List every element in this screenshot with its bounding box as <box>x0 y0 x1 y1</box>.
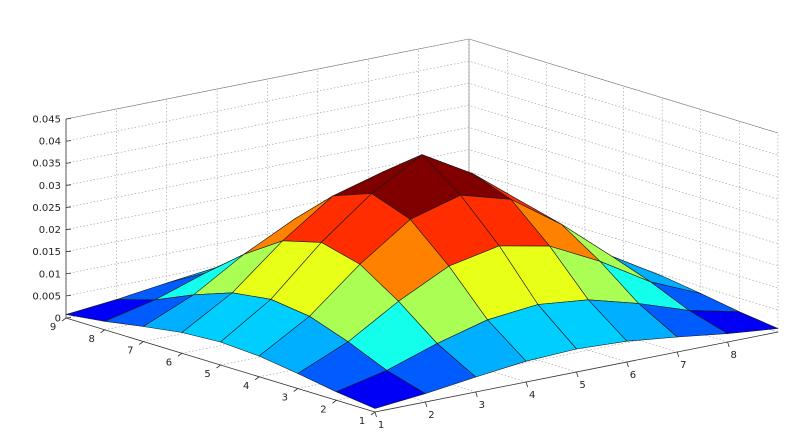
z-tick-label: 0.02 <box>39 225 61 236</box>
y-tick-mark <box>293 388 298 392</box>
axis-layer <box>61 38 779 418</box>
y-tick-mark <box>61 317 67 322</box>
z-tick-label: 0.01 <box>39 269 61 280</box>
x-tick-label: 3 <box>479 400 485 411</box>
x-tick-label: 4 <box>529 390 535 401</box>
y-tick-mark <box>100 329 105 334</box>
z-tick-mark <box>65 317 72 319</box>
z-tick-label: 0.04 <box>39 137 61 148</box>
z-tick-mark <box>65 250 72 253</box>
x-tick-label: 5 <box>579 380 585 391</box>
z-tick-label: 0.045 <box>32 115 61 126</box>
z-tick-mark <box>65 140 72 142</box>
y-tick-mark <box>370 411 376 416</box>
y-tick-mark <box>332 399 337 404</box>
z-tick-label: 0.015 <box>32 247 61 258</box>
x-tick-mark <box>676 351 680 358</box>
x-tick-mark <box>626 361 629 368</box>
z-tick-mark <box>65 228 72 230</box>
z-tick-mark <box>65 118 72 120</box>
z-tick-mark <box>65 184 72 186</box>
x-tick-label: 1 <box>378 420 384 431</box>
z-tick-mark <box>65 272 72 275</box>
z-tick-mark <box>65 206 72 208</box>
x-tick-mark <box>525 381 529 388</box>
x-tick-mark <box>727 341 730 348</box>
x-tick-mark <box>374 411 377 418</box>
surface-face <box>336 370 426 409</box>
tick-label-layer: 0 0.005 0.01 0.015 0.02 0.025 0.03 0.035 0.04 0.0… <box>32 115 736 432</box>
x-tick-label: 6 <box>630 370 636 381</box>
y-tick-label: 6 <box>166 357 172 368</box>
y-tick-mark <box>216 364 221 369</box>
x-tick-label: 7 <box>680 360 686 371</box>
y-tick-mark <box>177 352 183 357</box>
z-tick-label: 0.025 <box>32 203 61 214</box>
x-tick-mark <box>475 391 478 398</box>
z-tick-label: 0 <box>55 314 61 325</box>
x-tick-label: 2 <box>428 410 434 421</box>
y-tick-mark <box>139 341 144 345</box>
z-tick-mark <box>65 162 72 164</box>
y-tick-label: 1 <box>359 416 365 427</box>
y-tick-label: 7 <box>127 346 133 357</box>
x-tick-label: 8 <box>730 350 736 361</box>
x-tick-mark <box>424 401 428 408</box>
x-tick-mark <box>576 371 579 378</box>
y-tick-mark <box>254 376 260 381</box>
y-tick-label: 4 <box>243 381 249 392</box>
z-tick-label: 0.035 <box>32 159 61 170</box>
y-tick-label: 8 <box>88 334 94 345</box>
z-tick-mark <box>65 294 72 297</box>
y-tick-label: 2 <box>320 404 326 415</box>
y-tick-label: 3 <box>282 393 288 404</box>
y-tick-label: 5 <box>204 369 210 380</box>
z-tick-label: 0.005 <box>32 291 61 302</box>
surface-layer <box>65 154 779 409</box>
z-tick-label: 0.03 <box>39 181 61 192</box>
y-tick-label: 9 <box>50 322 56 333</box>
